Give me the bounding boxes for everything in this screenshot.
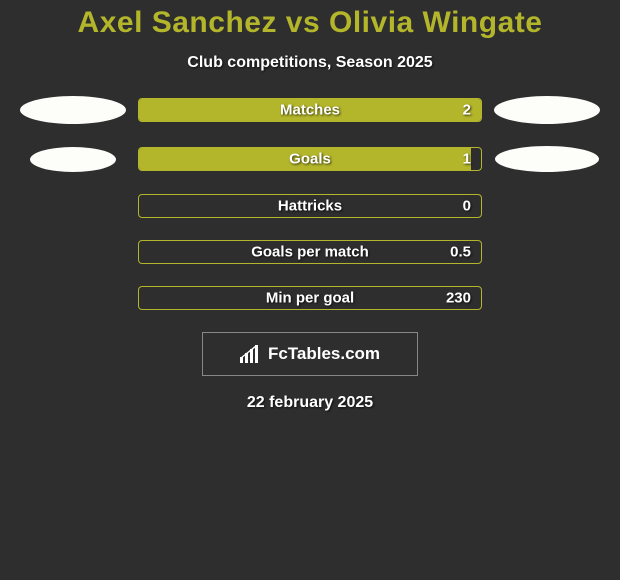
brand-box[interactable]: FcTables.com (202, 332, 418, 376)
stat-bar: Matches 2 (138, 98, 482, 122)
right-ellipse-1 (494, 96, 600, 124)
stat-bar: Hattricks 0 (138, 194, 482, 218)
bar-slot: Goals 1 (138, 147, 482, 171)
bar-chart-icon (240, 345, 262, 363)
stat-bar-label: Hattricks (278, 198, 342, 215)
left-ellipse-col (8, 147, 138, 172)
left-ellipse-col (8, 96, 138, 124)
subtitle: Club competitions, Season 2025 (0, 54, 620, 72)
right-ellipse-col (482, 146, 612, 172)
comparison-card: Axel Sanchez vs Olivia Wingate Club comp… (0, 0, 620, 580)
stat-row: Goals 1 (0, 146, 620, 172)
stat-bar: Goals per match 0.5 (138, 240, 482, 264)
title-vs: vs (277, 6, 329, 39)
stat-bar-value: 230 (446, 290, 471, 307)
stat-row: Matches 2 (0, 96, 620, 124)
stat-bar-label: Matches (280, 102, 340, 119)
bar-slot: Matches 2 (138, 98, 482, 122)
stat-bar: Goals 1 (138, 147, 482, 171)
player-1-name: Axel Sanchez (78, 6, 277, 39)
brand-text: FcTables.com (268, 344, 380, 364)
right-ellipse-col (482, 96, 612, 124)
stat-bar-label: Goals (289, 151, 331, 168)
left-ellipse-2 (30, 147, 116, 172)
stat-bar-label: Goals per match (251, 244, 369, 261)
stat-bar-value: 0 (463, 198, 471, 215)
right-ellipse-2 (495, 146, 599, 172)
stat-bar-value: 2 (463, 102, 471, 119)
stat-bar-value: 1 (463, 151, 471, 168)
stat-bar-value: 0.5 (450, 244, 471, 261)
page-title: Axel Sanchez vs Olivia Wingate (0, 6, 620, 40)
stat-bar: Min per goal 230 (138, 286, 482, 310)
player-2-name: Olivia Wingate (329, 6, 542, 39)
left-ellipse-1 (20, 96, 126, 124)
stat-bar-label: Min per goal (266, 290, 354, 307)
bars-column: Hattricks 0 Goals per match 0.5 Min per … (138, 194, 482, 310)
date-label: 22 february 2025 (0, 394, 620, 412)
